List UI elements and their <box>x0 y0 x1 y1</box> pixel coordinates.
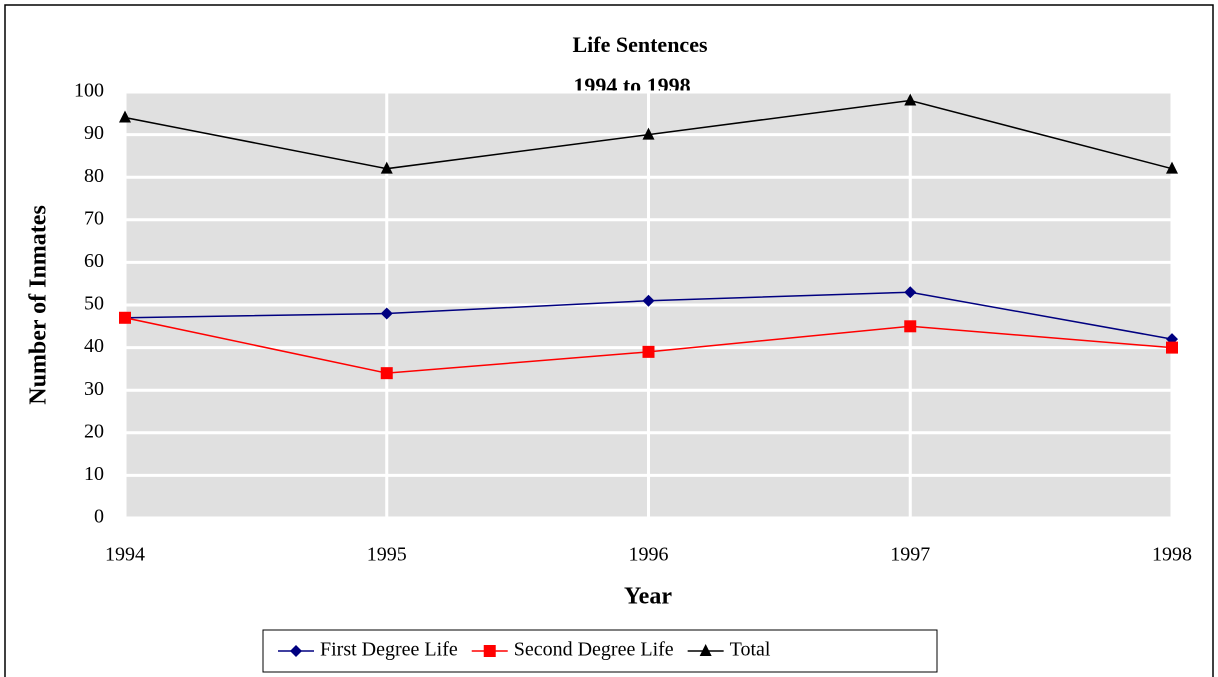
x-tick-label: 1998 <box>1152 544 1192 566</box>
data-point <box>642 294 655 307</box>
y-tick-label: 70 <box>84 207 104 229</box>
data-point <box>642 345 655 358</box>
data-point <box>380 367 393 380</box>
x-axis-label: Year <box>624 584 672 610</box>
data-point <box>904 286 917 299</box>
legend-box <box>262 629 938 673</box>
data-point <box>380 307 393 320</box>
legend-marker <box>699 644 712 656</box>
x-tick-label: 1997 <box>890 544 930 566</box>
y-axis-label: Number of Inmates <box>26 205 52 405</box>
data-point <box>904 93 917 106</box>
y-tick-label: 40 <box>84 335 104 357</box>
data-point <box>380 161 393 174</box>
chart-title: Life Sentences <box>572 32 707 57</box>
data-point <box>642 127 655 140</box>
x-tick-label: 1995 <box>367 544 407 566</box>
y-tick-label: 0 <box>94 506 104 528</box>
data-point <box>1166 161 1178 174</box>
data-point <box>119 110 131 123</box>
y-tick-label: 10 <box>84 463 104 485</box>
y-tick-label: 100 <box>74 80 104 102</box>
y-tick-label: 30 <box>84 378 104 400</box>
legend-label: Total <box>730 639 771 661</box>
data-point <box>904 320 917 333</box>
x-tick-label: 1994 <box>105 544 145 566</box>
data-point <box>1166 341 1178 354</box>
legend-label: Second Degree Life <box>514 639 674 661</box>
x-tick-label: 1996 <box>629 544 669 566</box>
legend-marker <box>290 645 302 657</box>
y-tick-label: 60 <box>84 250 104 272</box>
legend-label: First Degree Life <box>320 639 458 661</box>
y-tick-label: 20 <box>84 420 104 442</box>
data-point <box>119 311 131 324</box>
y-tick-label: 90 <box>84 122 104 144</box>
y-tick-label: 50 <box>84 293 104 315</box>
chart-subtitle: 1994 to 1998 <box>573 73 690 98</box>
y-tick-label: 80 <box>84 165 104 187</box>
legend-marker <box>483 645 496 657</box>
